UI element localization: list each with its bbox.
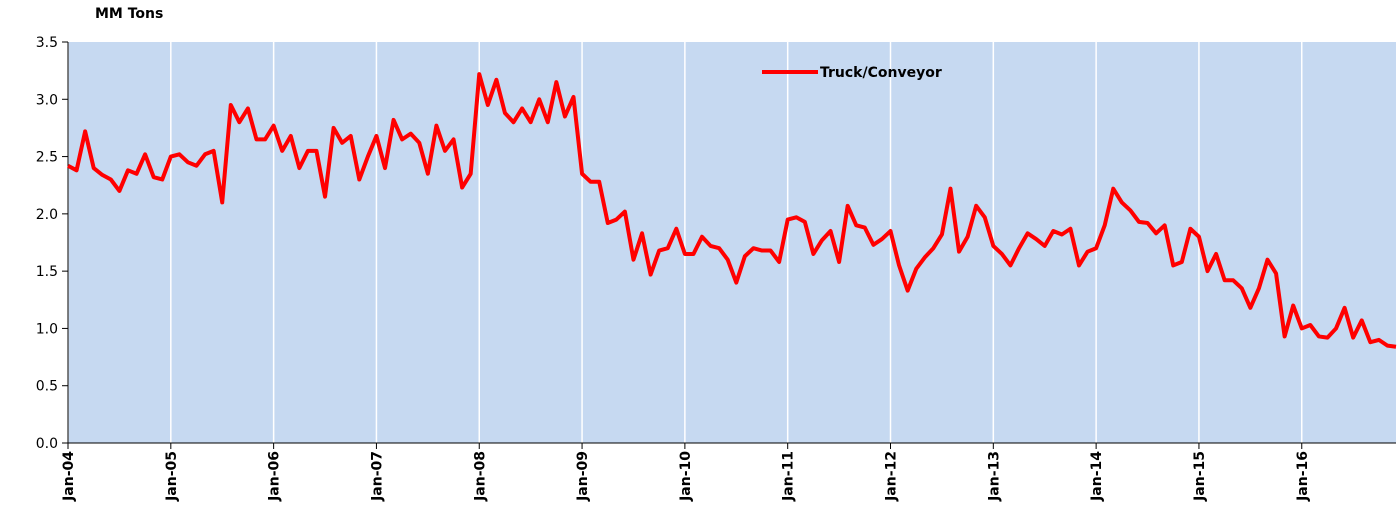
x-tick-label: Jan-06	[267, 451, 283, 502]
x-tick-label: Jan-16	[1295, 451, 1311, 502]
y-tick-label: 2.5	[36, 150, 58, 166]
x-tick-label: Jan-12	[884, 451, 900, 502]
y-axis-label: MM Tons	[95, 6, 163, 22]
plot-area	[68, 42, 1396, 443]
y-tick-label: 2.0	[36, 207, 58, 223]
y-tick-label: 1.5	[36, 264, 58, 280]
x-tick-label: Jan-10	[678, 451, 694, 502]
legend-label: Truck/Conveyor	[820, 65, 942, 81]
x-tick-label: Jan-04	[61, 451, 77, 502]
x-tick-label: Jan-15	[1192, 451, 1208, 502]
x-tick-label: Jan-13	[986, 451, 1002, 502]
x-tick-label: Jan-14	[1089, 451, 1105, 502]
data-line	[67, 72, 1397, 349]
x-tick-label: Jan-05	[164, 451, 180, 502]
y-tick-label: 0.0	[36, 436, 58, 452]
x-tick-label: Jan-07	[369, 451, 385, 502]
x-tick-label: Jan-08	[472, 451, 488, 502]
y-tick-label: 3.0	[36, 92, 58, 108]
y-tick-label: 0.5	[36, 379, 58, 395]
y-tick-label: 3.5	[36, 35, 58, 51]
y-tick-label: 1.0	[36, 321, 58, 337]
x-tick-label: Jan-11	[781, 451, 797, 502]
x-tick-label: Jan-09	[575, 451, 591, 502]
